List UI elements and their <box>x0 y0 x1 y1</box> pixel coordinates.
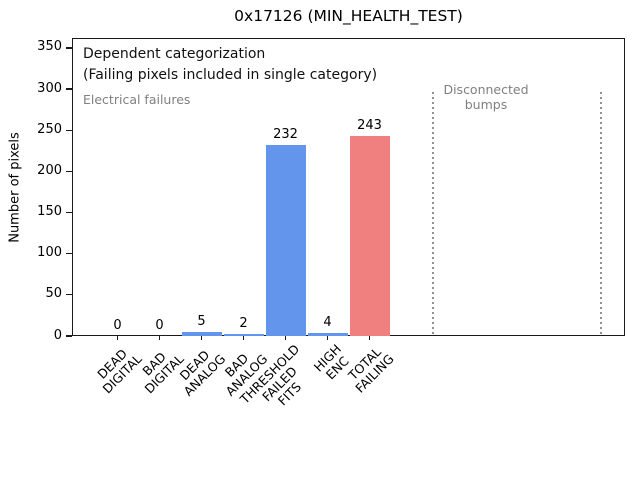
y-tick-label: 100 <box>37 245 62 261</box>
bar-value-label: 243 <box>357 117 382 133</box>
bar-value-label: 5 <box>197 313 206 329</box>
bar <box>223 334 264 336</box>
plot-area <box>72 38 625 336</box>
bar-value-label: 232 <box>273 127 298 143</box>
x-tick-label: DEAD DIGITAL <box>93 345 145 397</box>
x-tick-mark <box>200 336 203 340</box>
bar-value-label: 0 <box>155 318 164 333</box>
x-tick-mark <box>368 336 371 340</box>
x-tick-mark <box>284 336 287 340</box>
bar <box>265 145 306 336</box>
y-tick-mark <box>66 294 72 296</box>
y-tick-mark <box>66 129 72 131</box>
y-tick-mark <box>66 47 72 49</box>
bar <box>181 331 222 336</box>
disconnected-region-vline <box>599 92 602 335</box>
annotation-failing-pixels-note: (Failing pixels included in single categ… <box>83 67 378 83</box>
y-tick-label: 200 <box>37 162 62 178</box>
bar <box>307 332 348 336</box>
x-tick-mark <box>158 336 161 340</box>
y-tick-label: 300 <box>37 80 62 96</box>
annotation-disconnected-bumps: Disconnected bumps <box>443 82 529 112</box>
x-tick-mark <box>242 336 245 340</box>
y-tick-mark <box>66 253 72 255</box>
annotation-dependent-categorization: Dependent categorization <box>83 46 266 62</box>
y-tick-label: 0 <box>53 327 62 343</box>
bar <box>349 135 390 336</box>
bar-value-label: 2 <box>239 316 248 332</box>
x-tick-mark <box>326 336 329 340</box>
y-tick-mark <box>66 335 72 337</box>
y-tick-mark <box>66 88 72 90</box>
chart-title: 0x17126 (MIN_HEALTH_TEST) <box>234 7 463 25</box>
x-tick-label: DEAD ANALOG <box>176 347 229 399</box>
y-tick-label: 150 <box>37 204 62 220</box>
y-tick-label: 250 <box>37 121 62 137</box>
y-tick-label: 50 <box>45 286 62 302</box>
y-tick-label: 350 <box>37 39 62 55</box>
x-tick-mark <box>116 336 119 340</box>
y-tick-mark <box>66 211 72 214</box>
y-tick-mark <box>66 170 72 172</box>
disconnected-region-vline <box>431 92 434 335</box>
annotation-electrical-failures: Electrical failures <box>83 92 191 107</box>
bar-value-label: 0 <box>113 318 122 333</box>
x-tick-label: TOTAL FAILING <box>344 344 397 396</box>
bar-value-label: 4 <box>323 314 332 330</box>
